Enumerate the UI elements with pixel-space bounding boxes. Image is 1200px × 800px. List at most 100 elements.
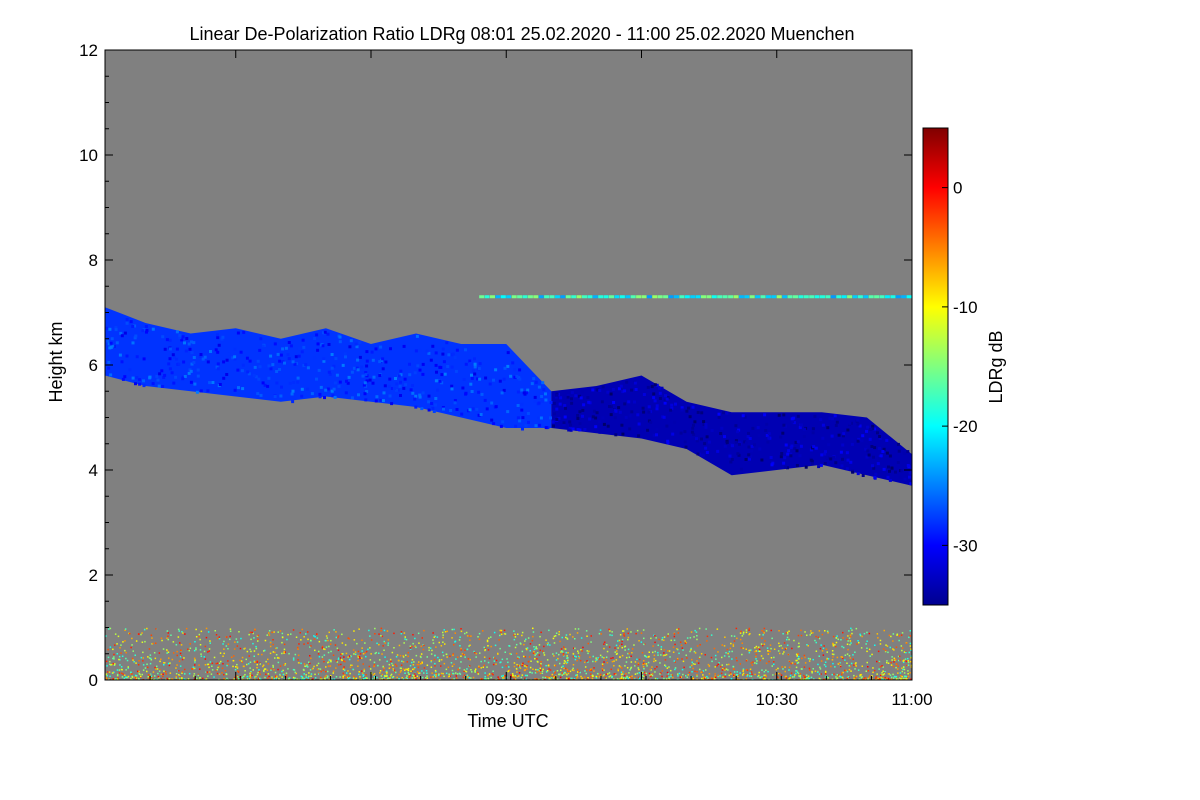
noise-cell: [682, 660, 685, 663]
cloud-texture-cell: [145, 330, 148, 334]
cloud-texture-cell: [642, 410, 646, 414]
noise-cell: [729, 672, 732, 674]
cloud-texture-cell: [890, 466, 894, 470]
noise-cell: [681, 647, 684, 649]
noise-cell: [268, 634, 271, 636]
cloud-texture-cell: [383, 384, 387, 388]
cloud-texture-cell: [650, 385, 654, 389]
noise-cell: [430, 666, 433, 668]
noise-cell: [768, 660, 770, 663]
noise-cell: [866, 661, 868, 664]
cloud-texture-cell: [379, 345, 383, 349]
cloud-texture-cell: [175, 357, 179, 361]
noise-cell: [483, 656, 486, 658]
noise-cell: [732, 643, 735, 646]
noise-cell: [755, 658, 757, 660]
cloud-texture-cell: [105, 326, 108, 330]
noise-cell: [699, 644, 701, 646]
cloud-texture-cell: [435, 370, 438, 374]
noise-cell: [249, 648, 251, 651]
noise-cell: [559, 662, 561, 665]
noise-cell: [389, 676, 391, 678]
cloud-texture-cell: [581, 408, 585, 412]
noise-cell: [558, 631, 560, 633]
noise-cell: [305, 633, 307, 635]
noise-cell: [844, 654, 847, 656]
cloud-texture-cell: [111, 344, 115, 348]
noise-cell: [563, 648, 566, 650]
noise-cell: [508, 666, 510, 668]
cloud-texture-cell: [506, 364, 510, 368]
noise-cell: [661, 675, 663, 678]
cloud-texture-cell: [749, 455, 753, 459]
noise-cell: [630, 631, 632, 633]
noise-cell: [112, 648, 114, 651]
noise-cell: [736, 678, 738, 680]
noise-cell: [818, 655, 820, 657]
noise-cell: [692, 667, 694, 670]
noise-cell: [213, 676, 215, 678]
noise-cell: [646, 656, 649, 658]
colorbar: [922, 127, 949, 606]
noise-cell: [342, 676, 344, 678]
noise-cell: [765, 675, 767, 678]
cloud-texture-cell: [120, 334, 124, 338]
noise-cell: [192, 666, 195, 668]
noise-cell: [796, 659, 798, 662]
noise-cell: [641, 674, 644, 677]
cloud-texture-cell: [558, 402, 562, 406]
noise-cell: [412, 668, 414, 671]
noise-cell: [314, 649, 316, 652]
noise-cell: [497, 676, 499, 678]
cloud-texture-cell: [704, 425, 708, 429]
noise-cell: [533, 646, 535, 648]
noise-cell: [430, 660, 432, 663]
noise-cell: [454, 632, 456, 634]
noise-cell: [847, 648, 849, 651]
noise-cell: [495, 663, 497, 665]
cloud-texture-cell: [790, 417, 794, 421]
noise-cell: [624, 649, 626, 651]
noise-cell: [371, 678, 374, 680]
noise-cell: [116, 653, 118, 655]
noise-cell: [808, 667, 811, 670]
noise-cell: [618, 639, 621, 642]
noise-cell: [316, 637, 319, 639]
noise-cell: [320, 678, 322, 680]
noise-cell: [788, 630, 790, 632]
noise-cell: [432, 639, 434, 641]
noise-cell: [812, 658, 814, 661]
noise-cell: [513, 665, 516, 668]
cloud-texture-cell: [734, 424, 738, 428]
noise-cell: [470, 635, 472, 637]
noise-cell: [353, 630, 355, 632]
noise-cell: [722, 668, 724, 670]
noise-cell: [435, 674, 437, 676]
cloud-texture-cell: [620, 423, 624, 427]
noise-cell: [418, 677, 420, 679]
noise-cell: [608, 672, 611, 674]
noise-cell: [859, 674, 862, 677]
noise-cell: [152, 671, 155, 673]
noise-cell: [113, 656, 115, 658]
stripe-cell: [668, 295, 674, 299]
cloud-texture-cell: [583, 428, 587, 431]
noise-cell: [832, 662, 834, 665]
noise-cell: [198, 635, 200, 638]
noise-cell: [886, 660, 888, 662]
noise-cell: [193, 649, 196, 652]
noise-cell: [525, 647, 527, 650]
noise-cell: [815, 641, 817, 644]
cloud-texture-cell: [118, 353, 122, 357]
noise-cell: [804, 662, 807, 664]
cloud-texture-cell: [317, 368, 321, 372]
noise-cell: [482, 630, 484, 632]
noise-cell: [524, 665, 526, 667]
cloud-texture-cell: [240, 369, 244, 373]
noise-cell: [668, 666, 670, 668]
noise-cell: [146, 627, 148, 630]
noise-cell: [108, 678, 110, 680]
noise-cell: [695, 631, 698, 633]
noise-cell: [305, 674, 307, 676]
noise-cell: [789, 677, 791, 679]
